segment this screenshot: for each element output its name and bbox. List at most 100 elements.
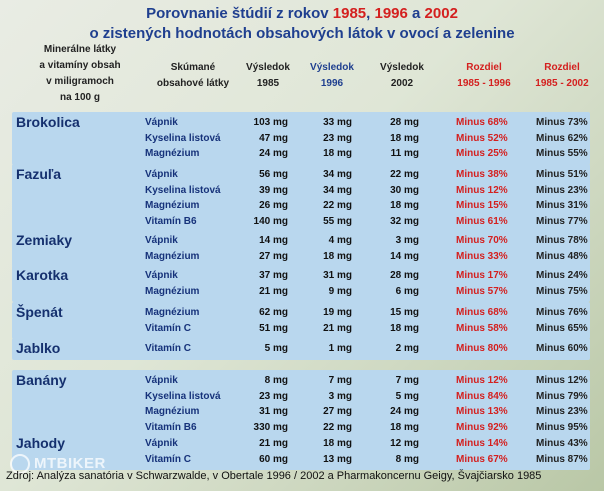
substance-name: Kyselina listová xyxy=(145,390,221,402)
value-1985: 103 mg xyxy=(253,117,288,128)
group-band xyxy=(12,230,590,267)
food-name: Fazuľa xyxy=(16,166,62,182)
diff-1985-2002: Minus 62% xyxy=(536,132,588,144)
value-1985: 24 mg xyxy=(259,148,288,159)
header-substances: Skúmané obsahové látky xyxy=(148,60,238,92)
header-line: 1996 xyxy=(320,78,344,89)
value-1985: 8 mg xyxy=(264,375,288,386)
value-1996: 13 mg xyxy=(323,453,352,465)
header-line: Výsledok xyxy=(246,62,290,73)
title-separator: , xyxy=(366,5,375,22)
title-year-1985: 1985 xyxy=(332,5,367,22)
value-1996: 55 mg xyxy=(323,215,352,227)
value-1985: 47 mg xyxy=(259,132,288,144)
table-row: Vitamín C 60 mg 13 mg 8 mg Minus 67% Minus 87… xyxy=(0,452,604,467)
diff-1985-2002: Minus 76% xyxy=(536,307,588,318)
value-1985: 51 mg xyxy=(259,322,288,334)
substance-name: Vitamín C xyxy=(145,343,191,354)
header-result-2002: Výsledok 2002 xyxy=(372,60,432,92)
diff-1985-1996: Minus 38% xyxy=(456,169,508,180)
group-band xyxy=(12,338,590,360)
table-row: Kyselina listová 47 mg 23 mg 18 mg Minus 52%… xyxy=(0,131,604,146)
value-2002: 30 mg xyxy=(390,184,419,196)
diff-1985-2002: Minus 95% xyxy=(536,421,588,433)
table-row: Vitamín B6 330 mg 22 mg 18 mg Minus 92% Minus… xyxy=(0,420,604,435)
value-1996: 22 mg xyxy=(323,200,352,211)
diff-1985-2002: Minus 79% xyxy=(536,390,588,402)
value-2002: 18 mg xyxy=(390,132,419,144)
diff-1985-1996: Minus 84% xyxy=(456,390,508,402)
diff-1985-2002: Minus 43% xyxy=(536,438,588,449)
food-name: Špenát xyxy=(16,304,63,320)
header-result-1985: Výsledok 1985 xyxy=(238,60,298,92)
value-1996: 21 mg xyxy=(323,322,352,334)
value-1996: 1 mg xyxy=(328,343,352,354)
substance-name: Magnézium xyxy=(145,200,200,211)
food-name: Karotka xyxy=(16,267,69,283)
value-1985: 21 mg xyxy=(259,438,288,449)
diff-1985-2002: Minus 48% xyxy=(536,250,588,262)
value-1985: 39 mg xyxy=(259,184,288,196)
diff-1985-1996: Minus 70% xyxy=(456,235,508,246)
food-name: Zemiaky xyxy=(16,232,73,248)
watermark-text: MTBIKER xyxy=(34,454,106,472)
substance-name: Kyselina listová xyxy=(145,132,221,144)
value-2002: 32 mg xyxy=(390,215,419,227)
table-row: Kyselina listová 39 mg 34 mg 30 mg Minus 12%… xyxy=(0,183,604,198)
table-row: Vápnik 103 mg 33 mg 28 mg Minus 68% Minus 73% xyxy=(0,115,604,130)
watermark-logo: MTBIKER xyxy=(10,454,106,474)
value-1985: 21 mg xyxy=(259,285,288,297)
bike-logo-icon xyxy=(10,454,30,474)
header-line: 1985 xyxy=(256,78,280,89)
header-line: Rozdiel xyxy=(466,62,502,73)
header-line: 1985 - 1996 xyxy=(457,78,511,89)
substance-name: Vápnik xyxy=(145,235,178,246)
diff-1985-2002: Minus 78% xyxy=(536,235,588,246)
value-1996: 18 mg xyxy=(323,438,352,449)
value-2002: 18 mg xyxy=(390,200,419,211)
value-2002: 18 mg xyxy=(390,322,419,334)
value-2002: 3 mg xyxy=(395,235,419,246)
substance-name: Vitamín C xyxy=(145,322,191,334)
substance-name: Magnézium xyxy=(145,307,200,318)
diff-1985-2002: Minus 23% xyxy=(536,406,588,417)
value-1985: 26 mg xyxy=(259,200,288,211)
table-row: Vápnik 21 mg 18 mg 12 mg Minus 14% Minus 43% xyxy=(0,436,604,451)
value-1996: 3 mg xyxy=(328,390,352,402)
value-1985: 140 mg xyxy=(253,215,288,227)
value-1985: 31 mg xyxy=(259,406,288,417)
header-line: Skúmané xyxy=(170,62,216,73)
food-name: Jablko xyxy=(16,340,61,356)
diff-1985-1996: Minus 33% xyxy=(456,250,508,262)
diff-1985-2002: Minus 55% xyxy=(536,148,588,159)
food-name: Jahody xyxy=(16,435,66,451)
header-result-1996: Výsledok 1996 xyxy=(302,60,362,92)
value-1996: 34 mg xyxy=(323,184,352,196)
header-line: Výsledok xyxy=(310,62,354,73)
value-1996: 27 mg xyxy=(323,406,352,417)
diff-1985-1996: Minus 68% xyxy=(456,307,508,318)
substance-name: Vitamín B6 xyxy=(145,421,197,433)
table-row: Magnézium 62 mg 19 mg 15 mg Minus 68% Minus 7… xyxy=(0,305,604,320)
title-prefix: Porovnanie štúdií z rokov xyxy=(146,5,333,22)
value-1985: 60 mg xyxy=(259,453,288,465)
page-subtitle: o zistených hodnotách obsahových látok v… xyxy=(89,25,515,42)
substance-name: Vitamín C xyxy=(145,453,191,465)
substance-name: Vápnik xyxy=(145,438,178,449)
substance-name: Vápnik xyxy=(145,375,178,386)
diff-1985-1996: Minus 17% xyxy=(456,270,508,281)
diff-1985-2002: Minus 65% xyxy=(536,322,588,334)
value-2002: 2 mg xyxy=(395,343,419,354)
substance-name: Vápnik xyxy=(145,117,178,128)
table-row: Vitamín B6 140 mg 55 mg 32 mg Minus 61% Minus… xyxy=(0,214,604,229)
value-1996: 34 mg xyxy=(323,169,352,180)
diff-1985-2002: Minus 31% xyxy=(536,200,588,211)
value-1996: 9 mg xyxy=(328,285,352,297)
value-2002: 7 mg xyxy=(395,375,419,386)
diff-1985-1996: Minus 58% xyxy=(456,322,508,334)
substance-name: Vápnik xyxy=(145,169,178,180)
diff-1985-1996: Minus 61% xyxy=(456,215,508,227)
header-line: a vitamíny obsah xyxy=(39,60,121,71)
diff-1985-1996: Minus 68% xyxy=(456,117,508,128)
substance-name: Vápnik xyxy=(145,270,178,281)
